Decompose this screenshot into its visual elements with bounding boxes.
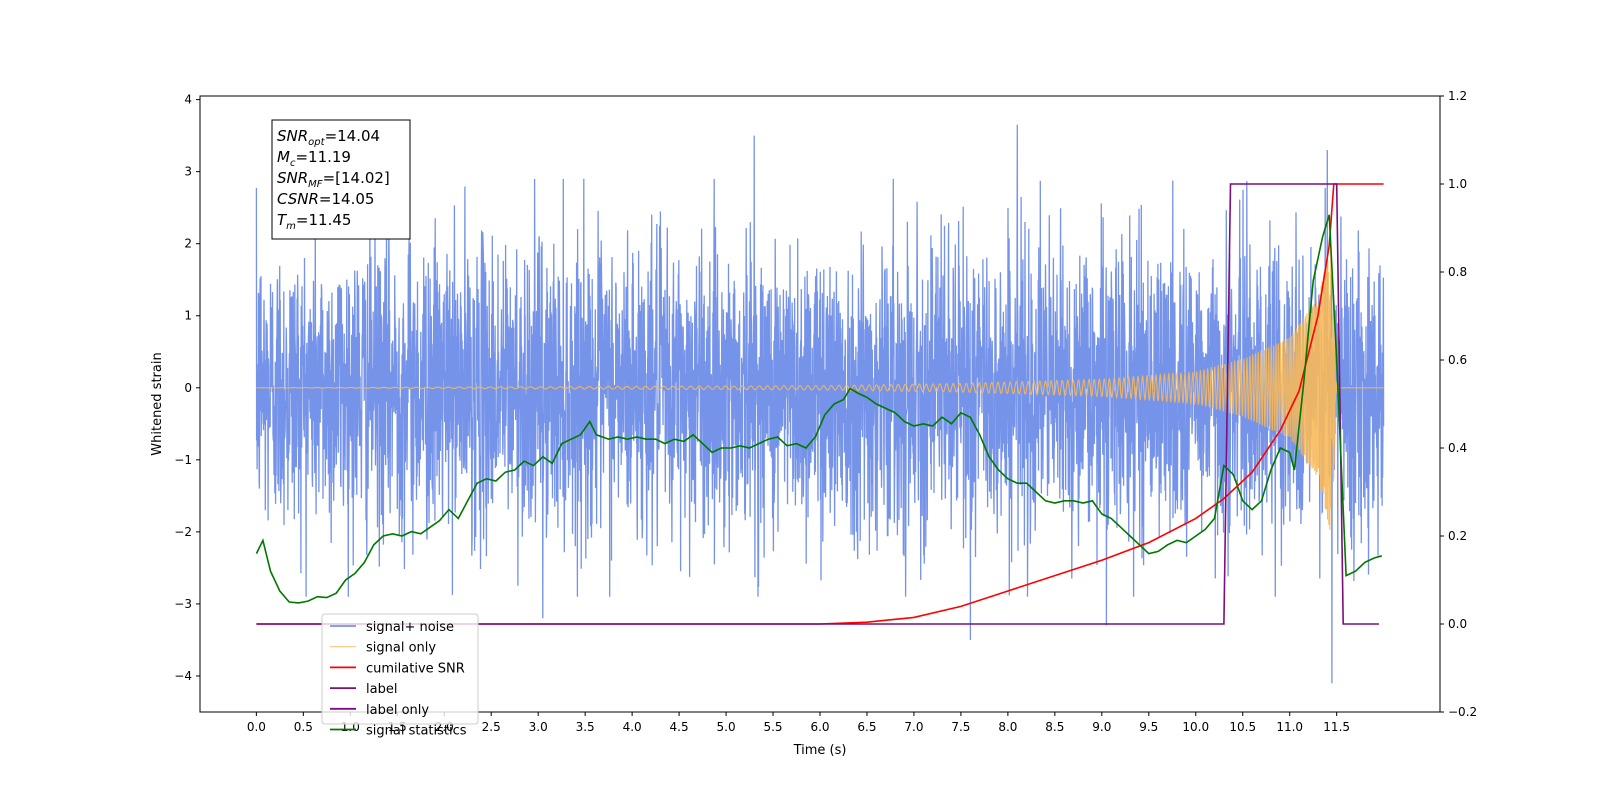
info-box-frame (271, 119, 411, 240)
y-tick-label: −1 (174, 453, 192, 467)
legend-frame (321, 613, 479, 725)
x-tick-label: 0.0 (247, 720, 266, 734)
y-axis-title: Whitened strain (150, 352, 165, 455)
legend-label-cumilative-snr: cumilative SNR (366, 661, 465, 676)
x-tick-label: 3.0 (529, 720, 548, 734)
y-tick-label: −2 (174, 525, 192, 539)
x-tick-label: 6.5 (857, 720, 876, 734)
y-tick-label: 0 (184, 381, 192, 395)
x-tick-label: 10.5 (1229, 720, 1256, 734)
legend-label-label: label (366, 682, 397, 697)
y2-tick-label: 0.2 (1448, 529, 1467, 543)
info-line-tm: Tm=11.45 (277, 211, 351, 232)
x-tick-label: 4.0 (623, 720, 642, 734)
legend-label-signal-only: signal only (366, 641, 436, 656)
y-tick-label: 1 (184, 309, 192, 323)
x-tick-label: 0.5 (294, 720, 313, 734)
y-tick-label: −4 (174, 669, 192, 683)
y2-tick-label: 0.6 (1448, 353, 1467, 367)
x-tick-label: 5.5 (763, 720, 782, 734)
legend-label-signal-statistics: signal statistics (366, 724, 467, 739)
x-tick-label: 9.0 (1092, 720, 1111, 734)
legend-label-signal-noise: signal+ noise (366, 620, 454, 635)
x-tick-label: 10.0 (1182, 720, 1209, 734)
y2-tick-label: 1.2 (1448, 89, 1467, 103)
series-cumilative-snr (256, 183, 1384, 625)
y-axis-left: 4 3 2 1 0 −1 −2 −3 −4 (174, 93, 200, 683)
y-tick-label: 3 (184, 165, 192, 179)
x-tick-label: 6.0 (810, 720, 829, 734)
y-axis-right: 1.2 1.0 0.8 0.6 0.4 0.2 0.0 −0.2 (1440, 89, 1477, 719)
x-tick-label: 11.5 (1323, 720, 1350, 734)
y2-tick-label: 1.0 (1448, 177, 1467, 191)
x-tick-label: 7.5 (951, 720, 970, 734)
series-signal-statistics (255, 214, 1383, 604)
y2-tick-label: 0.0 (1448, 617, 1467, 631)
x-tick-label: 2.5 (482, 720, 501, 734)
x-tick-label: 4.5 (670, 720, 689, 734)
x-tick-label: 8.0 (998, 720, 1017, 734)
x-tick-label: 3.5 (576, 720, 595, 734)
info-line-snropt: SNRopt=14.04 (277, 127, 380, 148)
info-line-mc: Mc=11.19 (277, 148, 351, 169)
x-axis-title: Time (s) (793, 743, 847, 758)
legend: signal+ noise signal only cumilative SNR la… (321, 613, 479, 739)
info-box: SNRopt=14.04Mc=11.19SNRMF=[14.02]CSNR=14… (271, 119, 411, 240)
series-signal-only (256, 242, 1384, 531)
info-line-snrmf: SNRMF=[14.02] (277, 169, 390, 190)
y-tick-label: 4 (184, 93, 192, 107)
plot-area (255, 124, 1385, 684)
x-tick-label: 7.0 (904, 720, 923, 734)
x-tick-label: 5.0 (717, 720, 736, 734)
x-tick-label: 9.5 (1139, 720, 1158, 734)
x-tick-label: 11.0 (1276, 720, 1303, 734)
y2-tick-label: 0.8 (1448, 265, 1467, 279)
series-label (256, 183, 1379, 625)
legend-label-label-only: label only (366, 703, 429, 718)
y2-tick-label: 0.4 (1448, 441, 1467, 455)
y-tick-label: 2 (184, 237, 192, 251)
series-signal-noise (255, 124, 1385, 684)
y2-tick-label: −0.2 (1448, 705, 1477, 719)
y-tick-label: −3 (174, 597, 192, 611)
x-tick-label: 8.5 (1045, 720, 1064, 734)
info-line-csnr: CSNR=14.05 (277, 190, 374, 208)
